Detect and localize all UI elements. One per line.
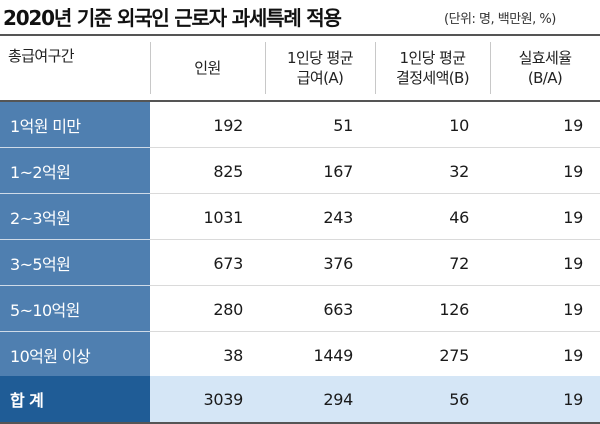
header-avg-salary: 1인당 평균 급여(A) xyxy=(287,49,354,87)
cell-avg-salary: 243 xyxy=(323,207,353,227)
cell-avg-tax: 72 xyxy=(449,253,469,273)
row-label: 5~10억원 xyxy=(0,286,150,332)
table-row: 1~2억원 825 167 32 19 xyxy=(0,148,600,194)
table-row: 5~10억원 280 663 126 19 xyxy=(0,286,600,332)
cell-headcount: 38 xyxy=(223,345,243,365)
label-divider xyxy=(0,239,150,240)
cell-effective-rate: 19 xyxy=(563,253,583,273)
row-label: 1억원 미만 xyxy=(0,102,150,148)
cell-avg-salary: 167 xyxy=(323,161,353,181)
header-headcount: 인원 xyxy=(194,59,221,77)
label-divider xyxy=(0,147,150,148)
row-label: 3~5억원 xyxy=(0,240,150,286)
cell-headcount: 673 xyxy=(213,253,243,273)
cell-headcount: 3039 xyxy=(203,389,243,409)
cell-headcount: 192 xyxy=(213,115,243,135)
label-divider xyxy=(0,285,150,286)
cell-avg-tax: 32 xyxy=(449,161,469,181)
table-header: 총급여구간 인원 1인당 평균 급여(A) 1인당 평균 결정세액(B) 실효세… xyxy=(0,36,600,100)
header-divider xyxy=(375,42,376,94)
cell-effective-rate: 19 xyxy=(563,115,583,135)
table-row: 2~3억원 1031 243 46 19 xyxy=(0,194,600,240)
row-label: 합 계 xyxy=(0,376,150,422)
label-divider xyxy=(0,331,150,332)
row-divider xyxy=(150,285,600,286)
row-label: 1~2억원 xyxy=(0,148,150,194)
row-divider xyxy=(150,331,600,332)
bottom-rule xyxy=(0,422,600,424)
table-row: 3~5억원 673 376 72 19 xyxy=(0,240,600,286)
row-divider xyxy=(150,147,600,148)
header-divider xyxy=(150,42,151,94)
cell-effective-rate: 19 xyxy=(563,299,583,319)
label-divider xyxy=(0,193,150,194)
cell-avg-tax: 10 xyxy=(449,115,469,135)
header-salary-range: 총급여구간 xyxy=(8,47,75,65)
row-divider xyxy=(150,193,600,194)
cell-headcount: 825 xyxy=(213,161,243,181)
cell-effective-rate: 19 xyxy=(563,207,583,227)
cell-avg-salary: 663 xyxy=(323,299,353,319)
cell-headcount: 1031 xyxy=(203,207,243,227)
table-title: 2020년 기준 외국인 근로자 과세특례 적용 xyxy=(3,6,342,30)
table-total-row: 합 계 3039 294 56 19 xyxy=(0,376,600,422)
row-label: 2~3억원 xyxy=(0,194,150,240)
cell-avg-tax: 46 xyxy=(449,207,469,227)
cell-avg-salary: 51 xyxy=(333,115,353,135)
cell-effective-rate: 19 xyxy=(563,345,583,365)
row-label: 10억원 이상 xyxy=(0,332,150,378)
cell-avg-salary: 1449 xyxy=(313,345,353,365)
table-row: 10억원 이상 38 1449 275 19 xyxy=(0,332,600,378)
cell-avg-salary: 376 xyxy=(323,253,353,273)
cell-avg-tax: 275 xyxy=(439,345,469,365)
cell-avg-salary: 294 xyxy=(323,389,353,409)
header-effective-rate: 실효세율 (B/A) xyxy=(518,49,572,87)
cell-effective-rate: 19 xyxy=(563,161,583,181)
header-divider xyxy=(265,42,266,94)
cell-effective-rate: 19 xyxy=(563,389,583,409)
header-avg-tax: 1인당 평균 결정세액(B) xyxy=(396,49,470,87)
top-rule xyxy=(0,34,600,36)
row-divider xyxy=(150,239,600,240)
header-rule xyxy=(0,100,600,102)
unit-note: (단위: 명, 백만원, %) xyxy=(444,12,556,27)
header-divider xyxy=(490,42,491,94)
cell-headcount: 280 xyxy=(213,299,243,319)
title-bar: 2020년 기준 외국인 근로자 과세특례 적용 (단위: 명, 백만원, %) xyxy=(0,0,600,34)
cell-avg-tax: 56 xyxy=(449,389,469,409)
table-row: 1억원 미만 192 51 10 19 xyxy=(0,102,600,148)
cell-avg-tax: 126 xyxy=(439,299,469,319)
